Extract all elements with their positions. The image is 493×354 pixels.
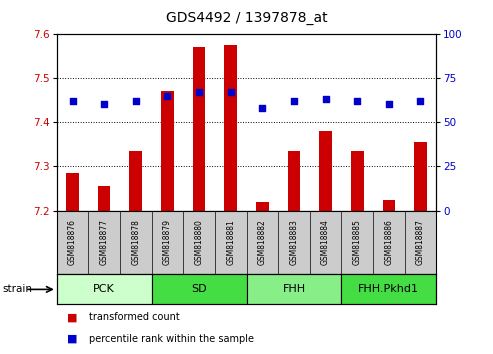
Text: FHH.Pkhd1: FHH.Pkhd1 xyxy=(358,284,420,295)
Text: strain: strain xyxy=(2,284,33,295)
Text: GSM818877: GSM818877 xyxy=(100,219,108,266)
Point xyxy=(164,93,172,98)
Text: GDS4492 / 1397878_at: GDS4492 / 1397878_at xyxy=(166,11,327,25)
Bar xyxy=(246,274,341,304)
Text: FHH: FHH xyxy=(282,284,306,295)
Text: ■: ■ xyxy=(67,312,77,322)
Text: ■: ■ xyxy=(67,334,77,344)
Bar xyxy=(98,186,110,211)
Point xyxy=(132,98,140,104)
Bar xyxy=(193,47,206,211)
Text: SD: SD xyxy=(191,284,207,295)
Text: GSM818882: GSM818882 xyxy=(258,219,267,266)
Text: GSM818887: GSM818887 xyxy=(416,219,425,266)
Text: transformed count: transformed count xyxy=(89,312,179,322)
Bar xyxy=(414,142,427,211)
Bar xyxy=(57,274,152,304)
Text: GSM818879: GSM818879 xyxy=(163,219,172,266)
Text: GSM818876: GSM818876 xyxy=(68,219,77,266)
Point xyxy=(69,98,76,104)
Point xyxy=(385,102,393,107)
Text: GSM818885: GSM818885 xyxy=(352,219,362,266)
Text: GSM818878: GSM818878 xyxy=(131,219,141,266)
Point xyxy=(227,89,235,95)
Point xyxy=(290,98,298,104)
Bar xyxy=(130,151,142,211)
Point xyxy=(353,98,361,104)
Bar xyxy=(256,202,269,211)
Point xyxy=(258,105,266,111)
Text: GSM818886: GSM818886 xyxy=(385,219,393,266)
Bar xyxy=(152,274,246,304)
Bar xyxy=(161,91,174,211)
Text: GSM818883: GSM818883 xyxy=(289,219,298,266)
Bar xyxy=(66,173,79,211)
Point xyxy=(417,98,424,104)
Text: PCK: PCK xyxy=(93,284,115,295)
Text: GSM818884: GSM818884 xyxy=(321,219,330,266)
Text: GSM818880: GSM818880 xyxy=(195,219,204,266)
Bar xyxy=(383,200,395,211)
Text: GSM818881: GSM818881 xyxy=(226,219,235,266)
Bar xyxy=(351,151,363,211)
Bar xyxy=(319,131,332,211)
Bar xyxy=(341,274,436,304)
Bar xyxy=(224,45,237,211)
Text: percentile rank within the sample: percentile rank within the sample xyxy=(89,334,254,344)
Point xyxy=(321,96,329,102)
Point xyxy=(195,89,203,95)
Bar xyxy=(287,151,300,211)
Point xyxy=(100,102,108,107)
